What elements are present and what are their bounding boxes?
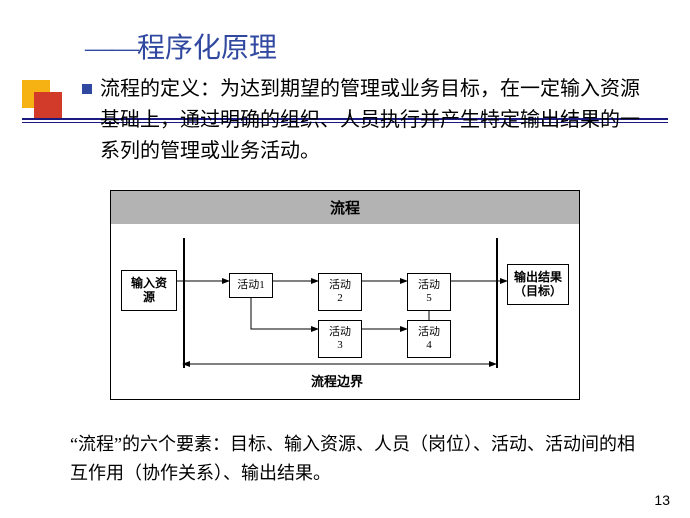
bullet-icon [82,84,92,94]
diagram-header: 流程 [111,191,579,224]
deco-square-red [34,92,62,120]
slide-title: —— 程序化原理 [85,26,277,66]
node-input: 输入资源 [121,270,177,311]
node-a3: 活动 3 [318,320,362,358]
node-a2: 活动 2 [318,273,362,311]
boundary-label: 流程边界 [311,371,363,390]
diagram-body: 流程边界 输入资源 活动1 活动 2 活动 5 活动 3 活动 4 输出结果 （目标） [111,224,579,399]
process-diagram: 流程 流程边界 输入资源 活动1 活动 2 活动 5 活动 3 活动 4 输出结果 （目标） [110,190,580,400]
definition-text: 流程的定义：为达到期望的管理或业务目标，在一定输入资源基础上，通过明确的组织、人… [100,74,655,167]
node-a1: 活动1 [229,273,273,298]
title-text: 程序化原理 [137,26,277,66]
title-dash: —— [85,33,137,65]
page-number: 13 [654,492,670,508]
node-a5: 活动 5 [407,273,451,311]
diagram-vline [183,238,185,368]
node-output: 输出结果 （目标） [507,264,569,305]
node-a4: 活动 4 [407,320,451,358]
footer-text: “流程”的六个要素：目标、输入资源、人员（岗位）、活动、活动间的相互作用（协作关… [70,430,650,488]
diagram-vline [496,238,498,368]
